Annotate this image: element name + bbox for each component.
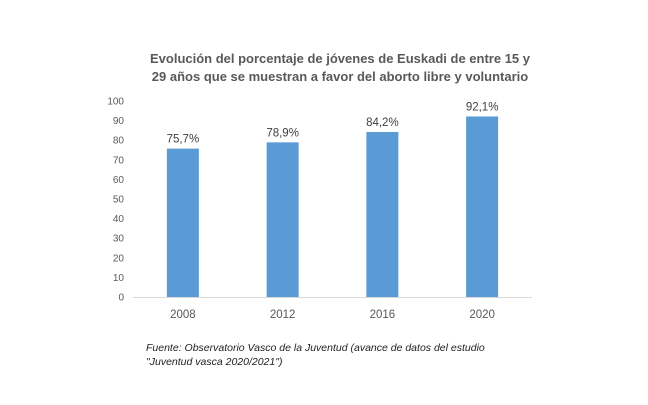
chart-title: Evolución del porcentaje de jóvenes de E… xyxy=(110,50,570,86)
y-tick-label: 60 xyxy=(113,175,125,186)
data-label: 75,7% xyxy=(167,134,200,146)
bar xyxy=(266,142,299,297)
data-label: 92,1% xyxy=(466,101,499,113)
bar xyxy=(166,148,199,297)
bar xyxy=(366,131,399,297)
bar xyxy=(466,116,499,297)
source-note-line-2: "Juventud vasca 2020/2021") xyxy=(146,356,283,368)
y-tick-label: 40 xyxy=(113,214,125,225)
y-tick-label: 70 xyxy=(113,155,125,166)
y-tick-label: 90 xyxy=(113,116,125,127)
y-tick-label: 80 xyxy=(113,136,125,147)
y-tick-label: 10 xyxy=(113,273,125,284)
chart-title-line-2: 29 años que se muestran a favor del abor… xyxy=(151,69,529,84)
y-tick-label: 50 xyxy=(113,195,125,206)
chart-title-line-1: Evolución del porcentaje de jóvenes de E… xyxy=(149,51,531,66)
x-tick-label: 2012 xyxy=(270,309,296,321)
source-note: Fuente: Observatorio Vasco de la Juventu… xyxy=(146,341,566,369)
x-tick-label: 2016 xyxy=(370,309,396,321)
y-tick-label: 20 xyxy=(113,253,125,264)
y-tick-label: 30 xyxy=(113,234,125,245)
data-label: 84,2% xyxy=(366,117,399,129)
source-note-line-1: Fuente: Observatorio Vasco de la Juventu… xyxy=(146,342,485,354)
x-tick-label: 2008 xyxy=(170,309,196,321)
y-tick-label: 100 xyxy=(107,97,124,108)
x-tick-label: 2020 xyxy=(469,309,495,321)
data-label: 78,9% xyxy=(266,127,299,139)
y-tick-label: 0 xyxy=(118,293,124,304)
